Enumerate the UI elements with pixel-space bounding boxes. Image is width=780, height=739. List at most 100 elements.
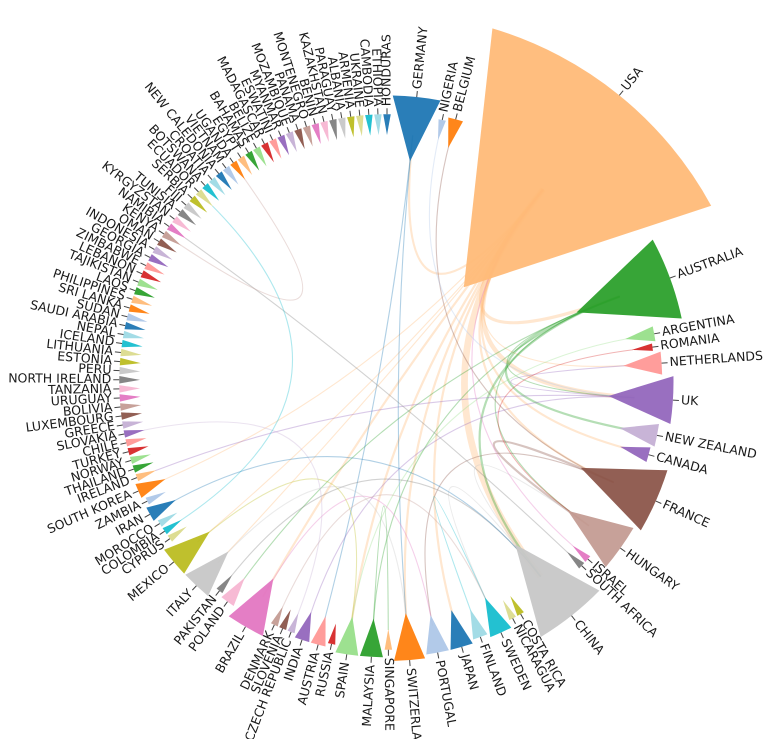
arc-pakistan: [216, 574, 233, 594]
label-tick: [114, 351, 121, 354]
arc-malaysia: [359, 618, 383, 658]
arc-poland: [221, 577, 245, 607]
label-tick: [245, 147, 249, 154]
ribbon-denmark-sweden: [282, 494, 491, 608]
arc-slovakia: [123, 429, 145, 438]
label-tick: [322, 115, 325, 122]
arc-netherlands: [623, 351, 663, 375]
ribbon-australia-uk: [506, 295, 635, 399]
arc-tunisia: [177, 209, 197, 226]
label-tick: [358, 109, 361, 116]
ribbon-uk-ireland: [155, 394, 635, 472]
arc-south-africa: [566, 551, 585, 569]
label-tick: [168, 561, 175, 567]
ribbon-france-belgium: [435, 141, 614, 483]
label-netherlands: NETHERLANDS: [669, 348, 763, 369]
label-tick: [154, 523, 160, 528]
label-tick: [461, 646, 464, 653]
ribbon-italy-switzerland: [217, 486, 408, 630]
label-tick: [349, 110, 352, 117]
label-portugal: PORTUGAL: [433, 659, 460, 728]
label-tick: [132, 490, 139, 494]
label-tick: [313, 118, 316, 125]
label-tick: [214, 168, 220, 175]
arc-north-ireland: [119, 376, 141, 384]
label-tick: [648, 454, 655, 457]
arc-luxembourg: [120, 412, 143, 420]
label-tick: [153, 238, 160, 243]
ribbon-china-sweden: [448, 486, 542, 608]
label-tick: [126, 296, 133, 300]
ribbon-iran-china: [170, 456, 542, 577]
arc-honduras: [383, 114, 391, 135]
arc-thailand: [132, 462, 154, 473]
arc-new-zealand: [619, 424, 660, 447]
label-tick: [221, 163, 227, 169]
label-tick: [181, 200, 187, 206]
label-tick: [116, 342, 123, 345]
label-nepal: NEPAL: [76, 318, 118, 340]
label-tick: [571, 615, 576, 621]
label-tick: [242, 626, 246, 633]
ribbon-mexico-spain: [197, 478, 358, 628]
arc-czech-republic: [287, 612, 299, 634]
label-tick: [655, 500, 662, 504]
arc-nicaragua: [502, 600, 516, 621]
label-tick: [129, 288, 136, 292]
label-tick: [125, 459, 132, 463]
label-tick: [163, 222, 170, 227]
label-tick: [116, 424, 123, 427]
label-tick: [299, 639, 303, 646]
label-tick: [618, 90, 624, 96]
arc-cambodia: [365, 114, 373, 136]
ribbon-kenya-uganda: [180, 178, 304, 301]
label-tick: [479, 636, 483, 643]
label-tick: [652, 345, 659, 348]
ribbon-nigeria-uk: [428, 139, 635, 399]
label-china: CHINA: [571, 617, 608, 658]
ribbon-australia-china: [478, 295, 621, 578]
ribbon-czech-republic-slovakia: [143, 421, 323, 614]
label-tick: [127, 468, 134, 472]
arc-sri-lanka: [128, 304, 150, 314]
label-tanzania: TANZANIA: [47, 381, 112, 398]
arc-croatia: [208, 177, 226, 196]
label-tick: [304, 120, 307, 127]
arc-finland: [470, 609, 488, 640]
label-tick: [132, 279, 139, 283]
label-tick: [175, 207, 181, 213]
arc-paraguay: [329, 119, 338, 141]
arc-estonia: [119, 357, 141, 366]
ribbon-india-uk: [308, 396, 635, 618]
label-brazil: BRAZIL: [212, 629, 247, 675]
arc-slovenia: [279, 609, 291, 631]
label-tick: [654, 332, 661, 335]
label-tick: [164, 538, 171, 543]
label-tick: [269, 134, 274, 141]
arc-ecuador: [195, 189, 214, 207]
arc-benin: [311, 123, 321, 145]
arc-spain: [335, 616, 359, 656]
chord-arcs: [119, 28, 712, 661]
arc-egypt: [237, 155, 253, 176]
arc-nepal: [122, 330, 144, 339]
arc-usa: [463, 28, 712, 288]
ribbon-australia-poland: [240, 295, 620, 583]
arc-panama: [294, 128, 305, 150]
arc-kenya: [161, 230, 182, 246]
label-tick: [159, 530, 165, 535]
label-tick: [193, 187, 199, 193]
label-tick: [200, 180, 206, 186]
label-singapore: SINGAPORE: [382, 658, 397, 731]
label-tick: [207, 174, 213, 180]
label-tick: [656, 434, 664, 438]
arc-ethiopia: [374, 114, 382, 136]
label-bolivia: BOLIVIA: [62, 399, 113, 419]
label-spain: SPAIN: [332, 661, 352, 699]
arc-vietnam: [222, 165, 239, 185]
ribbon-pakistan-china: [231, 478, 542, 577]
label-tick: [114, 406, 121, 409]
label-tick: [144, 513, 151, 518]
